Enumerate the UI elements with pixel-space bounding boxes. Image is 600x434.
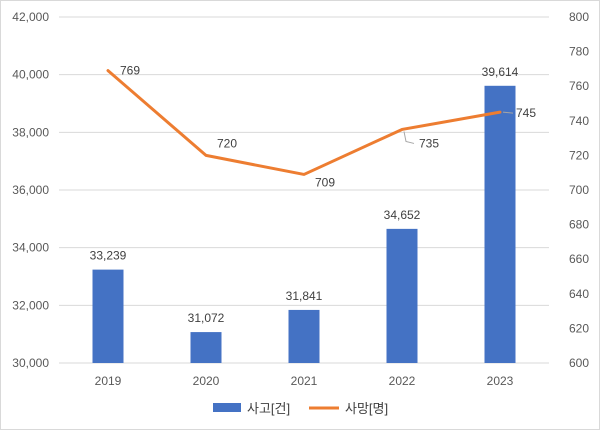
bar-data-label: 31,072 [188,311,225,325]
bar [92,269,124,363]
y-right-tick-label: 740 [569,114,589,128]
bar [190,332,222,363]
y-left-tick-label: 32,000 [12,298,49,312]
legend: 사고[건] 사망[명] [213,401,388,416]
legend-swatch-bar [213,403,241,412]
x-tick-label: 2021 [291,374,318,388]
x-tick-label: 2019 [95,374,122,388]
leader-line [502,111,514,114]
y-left-tick-label: 36,000 [12,183,49,197]
x-tick-label: 2023 [487,374,514,388]
line-data-label: 720 [217,136,237,150]
line-data-label: 769 [120,64,140,78]
y-left-tick-label: 30,000 [12,356,49,370]
x-tick-label: 2020 [193,374,220,388]
y-right-tick-label: 680 [569,218,589,232]
axes: 30,000 32,000 34,000 36,000 38,000 40,000 42,0… [12,10,589,388]
bar [386,228,418,363]
legend-label-bar: 사고[건] [247,401,290,416]
y-right-tick-label: 600 [569,356,589,370]
bar-series [92,85,516,364]
leader-line [403,131,415,144]
bar [288,309,320,363]
bar [484,85,516,364]
bar-data-label: 31,841 [286,289,323,303]
y-right-tick-label: 780 [569,45,589,59]
y-right-tick-label: 700 [569,183,589,197]
y-right-tick-label: 640 [569,287,589,301]
y-left-tick-label: 34,000 [12,241,49,255]
y-right-tick-label: 800 [569,10,589,24]
bar-data-label: 34,652 [384,208,421,222]
line-data-label: 745 [516,106,536,120]
bar-data-label: 33,239 [90,249,127,263]
line-data-label: 735 [419,136,439,150]
y-right-tick-label: 720 [569,148,589,162]
bar-data-label: 39,614 [482,65,519,79]
legend-label-line: 사망[명] [345,401,388,416]
gridlines [59,16,549,364]
y-right-tick-label: 620 [569,321,589,335]
y-left-tick-label: 40,000 [12,68,49,82]
data-labels: 33,239 31,072 31,841 34,652 39,614 769 720 709 7… [90,64,537,325]
line-series [106,69,502,176]
line-path [106,69,502,176]
y-left-tick-label: 42,000 [12,10,49,24]
line-data-label: 709 [315,175,335,189]
y-left-tick-label: 38,000 [12,125,49,139]
y-right-tick-label: 760 [569,79,589,93]
x-tick-label: 2022 [389,374,416,388]
y-right-tick-label: 660 [569,252,589,266]
